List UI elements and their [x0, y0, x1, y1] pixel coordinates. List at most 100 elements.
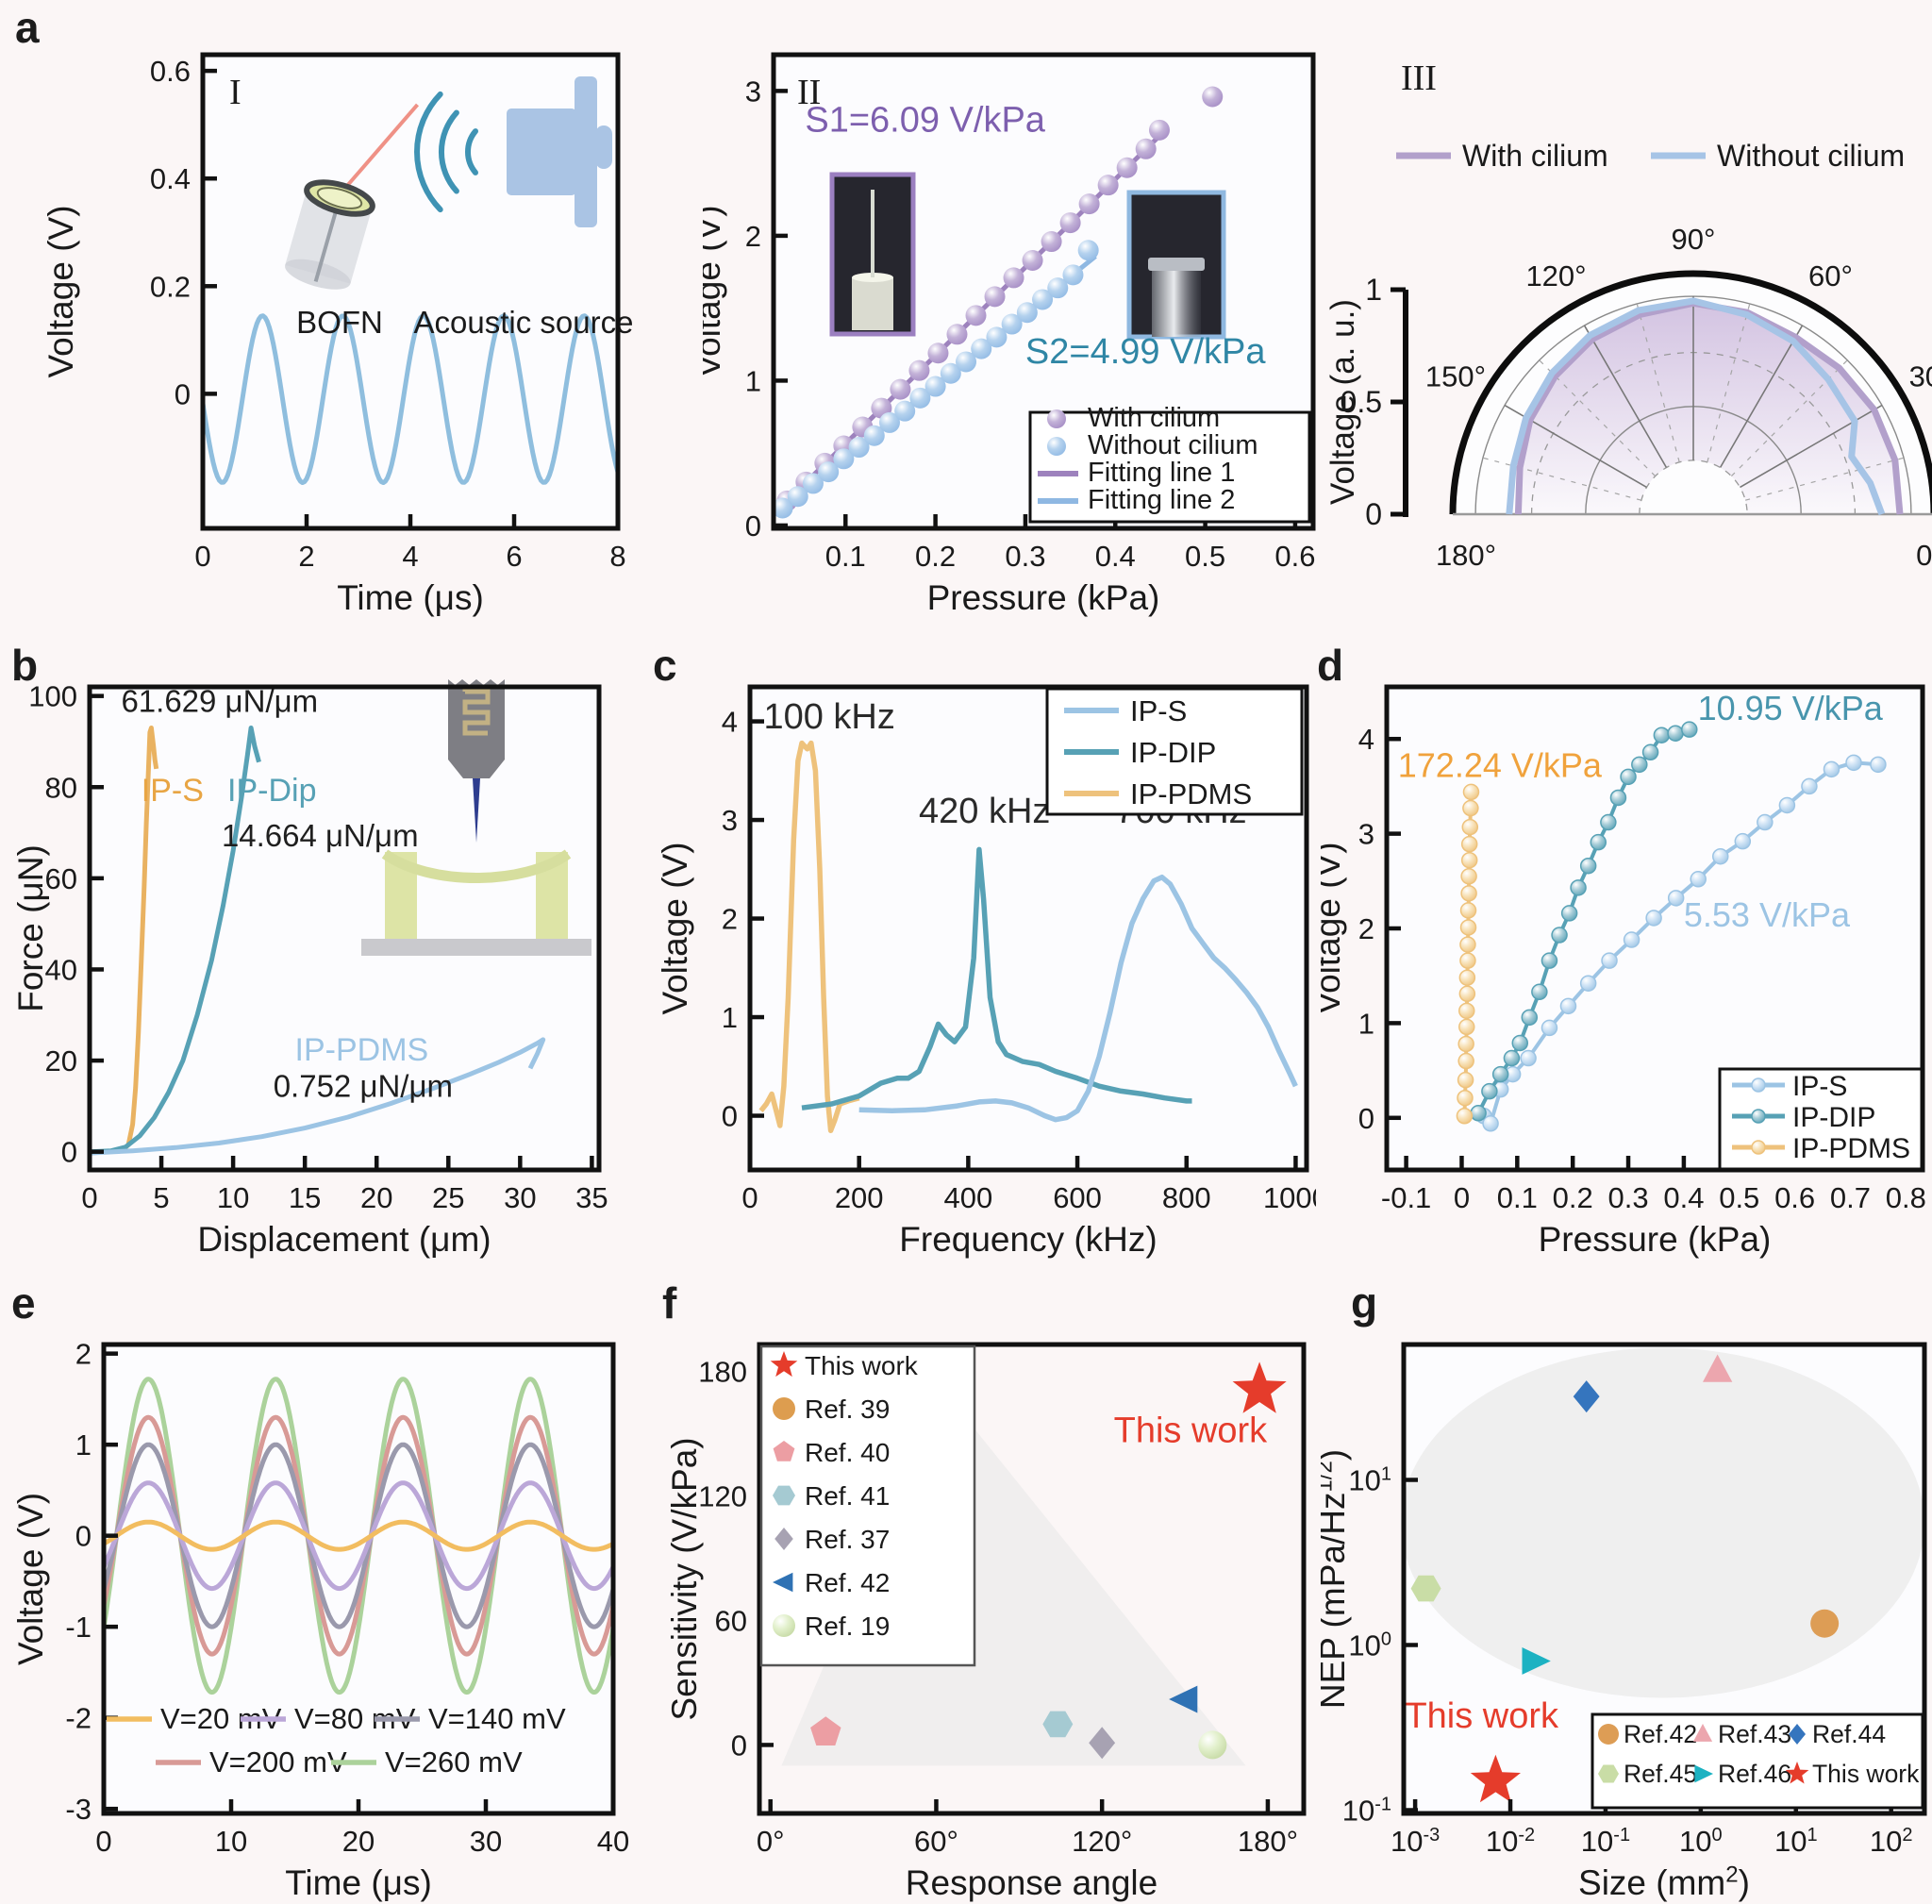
- roman-numeral: II: [797, 73, 821, 112]
- svg-text:102: 102: [1870, 1825, 1913, 1858]
- svg-text:2: 2: [745, 220, 761, 253]
- svg-text:4: 4: [402, 540, 418, 573]
- svg-text:10-2: 10-2: [1486, 1825, 1535, 1858]
- svg-text:10-1: 10-1: [1342, 1794, 1391, 1827]
- svg-text:0.752 μN/μm: 0.752 μN/μm: [274, 1069, 453, 1104]
- svg-text:0.4: 0.4: [150, 162, 191, 195]
- svg-text:101: 101: [1348, 1463, 1391, 1496]
- axes: 10-3 10-2 10-1 100 101 102 10-1 100 101 Size (mm2…: [1321, 1342, 1927, 1902]
- svg-text:Ref. 19: Ref. 19: [805, 1612, 890, 1641]
- bofn-icon: BOFN: [285, 103, 420, 340]
- svg-text:0.4: 0.4: [1095, 540, 1136, 573]
- svg-text:2: 2: [75, 1338, 92, 1371]
- svg-text:Response angle: Response angle: [906, 1863, 1158, 1902]
- svg-text:3: 3: [1358, 818, 1374, 851]
- svg-text:10.95 V/kPa: 10.95 V/kPa: [1698, 689, 1884, 727]
- svg-text:Fitting line 1: Fitting line 1: [1088, 458, 1235, 488]
- series-ip-dip: [89, 726, 261, 1155]
- svg-text:Voltage (V): Voltage (V): [703, 205, 727, 377]
- svg-text:0.6: 0.6: [1774, 1181, 1815, 1214]
- series-ip-pdms: [89, 1037, 546, 1156]
- svg-text:30: 30: [504, 1181, 536, 1214]
- svg-text:0.7: 0.7: [1830, 1181, 1871, 1214]
- svg-text:0: 0: [722, 1100, 738, 1133]
- svg-text:Sensitivity (V/kPa): Sensitivity (V/kPa): [665, 1437, 704, 1720]
- annotations: 172.24 V/kPa 10.95 V/kPa 5.53 V/kPa: [1398, 689, 1884, 934]
- svg-text:3: 3: [722, 804, 738, 837]
- svg-text:80: 80: [45, 771, 77, 804]
- svg-text:With cilium: With cilium: [1462, 139, 1608, 173]
- svg-text:420 kHz: 420 kHz: [919, 792, 1050, 831]
- svg-text:8: 8: [609, 540, 625, 573]
- panel-label-a: a: [15, 3, 40, 52]
- axes: 0 2 4 6 8 0 0.2 0.4 0.6 Time (μs) Voltage (V): [42, 52, 626, 617]
- svg-text:60°: 60°: [914, 1825, 958, 1858]
- legend: V=20 mV V=80 mV V=140 mVV=200 mV V=260 mV: [107, 1702, 566, 1779]
- svg-text:-3: -3: [65, 1793, 92, 1826]
- svg-text:10: 10: [215, 1825, 247, 1858]
- svg-text:0.5: 0.5: [1341, 385, 1382, 419]
- svg-text:25: 25: [432, 1181, 464, 1214]
- svg-text:Voltage (V): Voltage (V): [660, 842, 694, 1014]
- svg-text:IP-S: IP-S: [142, 773, 204, 809]
- series-ip-pdms: [1456, 783, 1480, 1125]
- svg-text:0.2: 0.2: [915, 540, 956, 573]
- panel-label-d: d: [1317, 641, 1344, 690]
- svg-text:IP-PDMS: IP-PDMS: [1792, 1133, 1910, 1164]
- chart-voltage-pressure: 172.24 V/kPa 10.95 V/kPa 5.53 V/kPa -0.1 0 0.…: [1321, 684, 1926, 1259]
- panel-label-b: b: [11, 641, 39, 690]
- svg-text:0°: 0°: [757, 1825, 785, 1858]
- svg-text:I: I: [229, 73, 242, 112]
- svg-text:This work: This work: [1812, 1760, 1920, 1788]
- svg-text:0: 0: [1365, 497, 1382, 531]
- svg-text:0.4: 0.4: [1663, 1181, 1704, 1214]
- svg-text:0: 0: [194, 540, 210, 573]
- svg-text:II: II: [797, 73, 821, 112]
- svg-text:Ref.46: Ref.46: [1718, 1760, 1791, 1788]
- svg-text:Ref. 41: Ref. 41: [805, 1481, 890, 1511]
- svg-text:0.2: 0.2: [150, 270, 191, 303]
- svg-text:Size (mm2): Size (mm2): [1578, 1862, 1750, 1902]
- svg-text:0: 0: [81, 1181, 97, 1214]
- svg-text:4: 4: [722, 706, 738, 739]
- svg-text:1: 1: [75, 1428, 92, 1461]
- svg-text:Ref. 37: Ref. 37: [805, 1525, 890, 1554]
- svg-text:180°: 180°: [1436, 539, 1496, 572]
- inset-photos: [829, 172, 1226, 340]
- series-without-cilium: [772, 240, 1099, 519]
- svg-text:90°: 90°: [1672, 223, 1716, 256]
- svg-text:0.3: 0.3: [1607, 1181, 1648, 1214]
- svg-text:35: 35: [575, 1181, 608, 1214]
- annotations: 61.629 μN/μm IP-S IP-Dip 14.664 μN/μm IP-PDM…: [121, 684, 453, 1104]
- svg-text:Ref.43: Ref.43: [1718, 1720, 1791, 1748]
- svg-text:10-3: 10-3: [1391, 1825, 1440, 1858]
- series-ip-pdms: [758, 740, 860, 1133]
- svg-text:Acoustic source: Acoustic source: [414, 305, 632, 340]
- svg-text:0.2: 0.2: [1553, 1181, 1593, 1214]
- svg-text:100: 100: [1348, 1628, 1391, 1662]
- svg-text:Ref.42: Ref.42: [1624, 1720, 1697, 1748]
- triangle-shade: [781, 1388, 1246, 1766]
- svg-text:20: 20: [360, 1181, 392, 1214]
- svg-text:Frequency (kHz): Frequency (kHz): [899, 1220, 1157, 1259]
- svg-text:S1=6.09 V/kPa: S1=6.09 V/kPa: [805, 100, 1045, 140]
- angle-labels: 0° 30° 60° 90° 120° 150° 180°: [1425, 223, 1932, 572]
- svg-text:Voltage (V): Voltage (V): [1321, 842, 1347, 1014]
- svg-text:60: 60: [45, 862, 77, 895]
- svg-text:Pressure (kPa): Pressure (kPa): [1539, 1220, 1772, 1259]
- svg-text:Ref. 39: Ref. 39: [805, 1395, 890, 1424]
- svg-text:0.5: 0.5: [1719, 1181, 1759, 1214]
- svg-text:180: 180: [698, 1356, 747, 1389]
- axes: 0.1 0.2 0.3 0.4 0.5 0.6 0 1 2 3 Pressure (kPa) Volt…: [703, 52, 1316, 617]
- svg-text:1: 1: [1358, 1007, 1374, 1040]
- svg-text:Time (μs): Time (μs): [337, 578, 484, 617]
- svg-text:This work: This work: [1405, 1696, 1559, 1736]
- svg-text:14.664 μN/μm: 14.664 μN/μm: [222, 818, 419, 853]
- svg-text:120°: 120°: [1072, 1825, 1132, 1858]
- series-V-20-mV: [102, 1519, 615, 1552]
- svg-text:Ref. 40: Ref. 40: [805, 1438, 890, 1467]
- indenter-inset: [361, 679, 591, 956]
